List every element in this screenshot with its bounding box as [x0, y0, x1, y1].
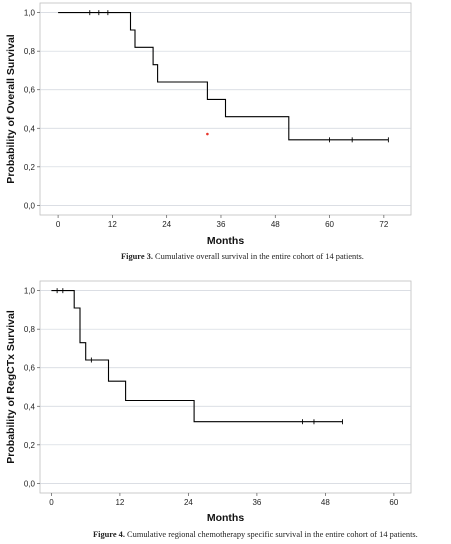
x-tick-label: 60 — [389, 498, 398, 507]
plot-frame — [39, 2, 412, 216]
figure-3-text: Cumulative overall survival in the entir… — [155, 252, 364, 261]
survival-curve — [51, 290, 343, 423]
figure-4-label: Figure 4. — [93, 530, 125, 539]
figure-3-label: Figure 3. — [121, 252, 153, 261]
x-tick-label: 36 — [252, 498, 261, 507]
figure-3-caption: Figure 3. Cumulative overall survival in… — [121, 252, 364, 261]
y-axis-label: Probability of RegCTx Survival — [5, 310, 17, 464]
x-tick-label: 12 — [115, 498, 124, 507]
x-axis-label: Months — [207, 235, 244, 247]
x-tick-label: 60 — [325, 220, 334, 229]
x-tick-label: 0 — [56, 220, 61, 229]
x-tick-label: 48 — [321, 498, 330, 507]
y-tick-label: 0,0 — [24, 201, 36, 210]
y-tick-label: 0,6 — [24, 364, 36, 373]
chart-1: 0,0 0,2 0,4 0,6 0,8 1,0 0 12 24 36 48 60 72 Months Pro… — [5, 2, 412, 247]
y-tick-label: 0,6 — [24, 86, 36, 95]
y-tick-label: 0,0 — [24, 479, 36, 488]
y-tick-label: 0,2 — [24, 163, 36, 172]
y-tick-label: 0,2 — [24, 441, 36, 450]
x-tick-label: 24 — [162, 220, 171, 229]
x-tick-label: 48 — [271, 220, 280, 229]
y-tick-label: 0,4 — [24, 124, 36, 133]
chart-2: 0,0 0,2 0,4 0,6 0,8 1,0 0 12 24 36 48 60 Months Proba… — [5, 280, 412, 524]
y-tick-label: 0,8 — [24, 325, 36, 334]
figure-4-caption: Figure 4. Cumulative regional chemothera… — [93, 530, 418, 539]
survival-curve — [58, 12, 389, 141]
y-tick-label: 1,0 — [24, 9, 36, 18]
red-dot-annotation — [206, 132, 209, 136]
y-tick-label: 1,0 — [24, 287, 36, 296]
x-tick-label: 24 — [184, 498, 193, 507]
x-tick-label: 12 — [108, 220, 117, 229]
figure-4-text: Cumulative regional chemotherapy specifi… — [127, 530, 418, 539]
plot-frame — [39, 280, 412, 494]
x-tick-label: 0 — [49, 498, 54, 507]
y-axis-label: Probability of Overall Survival — [5, 34, 17, 183]
x-tick-label: 72 — [379, 220, 388, 229]
x-tick-label: 36 — [217, 220, 226, 229]
y-tick-label: 0,8 — [24, 47, 36, 56]
x-axis-label: Months — [207, 512, 244, 524]
y-tick-label: 0,4 — [24, 402, 36, 411]
